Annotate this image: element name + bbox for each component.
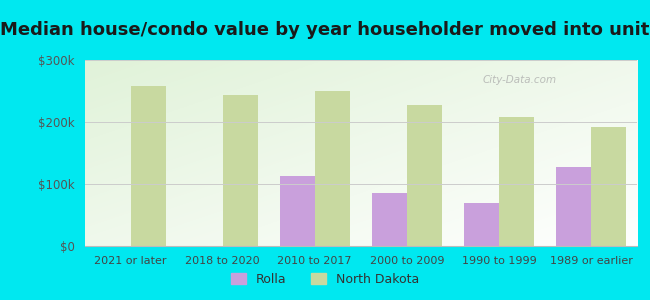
Bar <box>222 95 257 246</box>
Bar <box>280 176 315 246</box>
Bar <box>407 105 442 246</box>
Legend: Rolla, North Dakota: Rolla, North Dakota <box>226 268 424 291</box>
Bar <box>591 127 626 246</box>
Text: Median house/condo value by year householder moved into unit: Median house/condo value by year househo… <box>0 21 650 39</box>
Bar <box>372 193 407 246</box>
Bar <box>464 202 499 246</box>
Bar <box>315 91 350 246</box>
Text: City-Data.com: City-Data.com <box>482 75 556 85</box>
Bar <box>556 167 591 246</box>
Bar <box>131 86 166 246</box>
Bar <box>499 117 534 246</box>
